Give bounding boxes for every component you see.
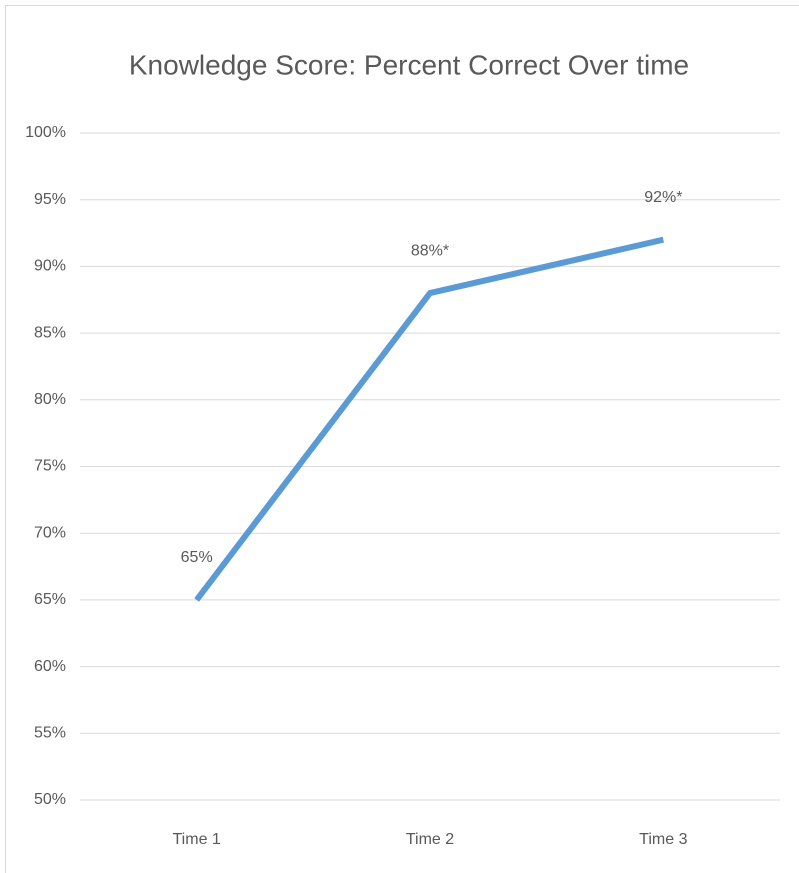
data-line — [194, 236, 665, 602]
y-tick-label: 90% — [34, 258, 66, 275]
y-tick-label: 55% — [34, 725, 66, 742]
y-tick-label: 70% — [34, 524, 66, 541]
data-label: 88%* — [411, 242, 449, 259]
y-tick-label: 80% — [34, 391, 66, 408]
x-tick-label: Time 3 — [639, 831, 687, 848]
y-tick-label: 100% — [25, 124, 66, 141]
data-label: 92%* — [644, 189, 682, 206]
x-tick-label: Time 2 — [406, 831, 454, 848]
x-tick-label: Time 1 — [173, 831, 221, 848]
chart-title: Knowledge Score: Percent Correct Over ti… — [129, 49, 689, 80]
y-tick-label: 65% — [34, 591, 66, 608]
y-tick-label: 85% — [34, 324, 66, 341]
data-label: 65% — [181, 549, 213, 566]
y-tick-label: 95% — [34, 191, 66, 208]
y-tick-label: 75% — [34, 458, 66, 475]
chart-border — [5, 5, 799, 873]
y-tick-label: 50% — [34, 791, 66, 808]
y-tick-label: 60% — [34, 658, 66, 675]
